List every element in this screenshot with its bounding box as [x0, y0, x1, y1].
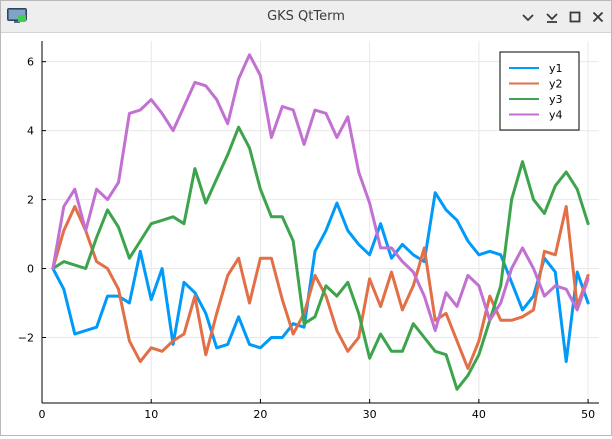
app-icon [7, 8, 27, 23]
x-tick-label: 0 [39, 408, 46, 421]
window-title: GKS QtTerm [267, 9, 345, 24]
x-tick-label: 10 [144, 408, 158, 421]
x-tick-label: 50 [581, 408, 595, 421]
close-icon[interactable] [590, 9, 606, 25]
y-tick-label: 2 [27, 194, 34, 207]
chevron-down-icon[interactable] [544, 9, 560, 25]
series-line-y1 [51, 191, 590, 364]
x-tick-label: 40 [472, 408, 486, 421]
x-tick-label: 30 [363, 408, 377, 421]
plot-area: 0 10 20 30 40 50 −2 0 2 4 6 y1 y2 y3 y4 [1, 33, 611, 435]
series-line-y4 [51, 53, 590, 333]
y-tick-label: 6 [27, 56, 34, 69]
minimize-icon[interactable] [520, 9, 536, 25]
legend-label-y1: y1 [549, 62, 563, 75]
y-tick-label: −2 [18, 331, 34, 344]
line-chart: 0 10 20 30 40 50 −2 0 2 4 6 y1 y2 y3 y4 [18, 41, 599, 421]
y-tick-label: 0 [27, 263, 34, 276]
legend-label-y4: y4 [549, 109, 563, 122]
maximize-icon[interactable] [567, 9, 583, 25]
legend-label-y2: y2 [549, 78, 563, 91]
series-line-y2 [51, 205, 590, 370]
title-bar[interactable]: GKS QtTerm [1, 1, 611, 33]
series-line-y3 [51, 125, 590, 391]
legend-label-y3: y3 [549, 93, 563, 106]
legend-box [499, 51, 580, 131]
x-tick-label: 20 [253, 408, 267, 421]
y-tick-label: 4 [27, 125, 34, 138]
